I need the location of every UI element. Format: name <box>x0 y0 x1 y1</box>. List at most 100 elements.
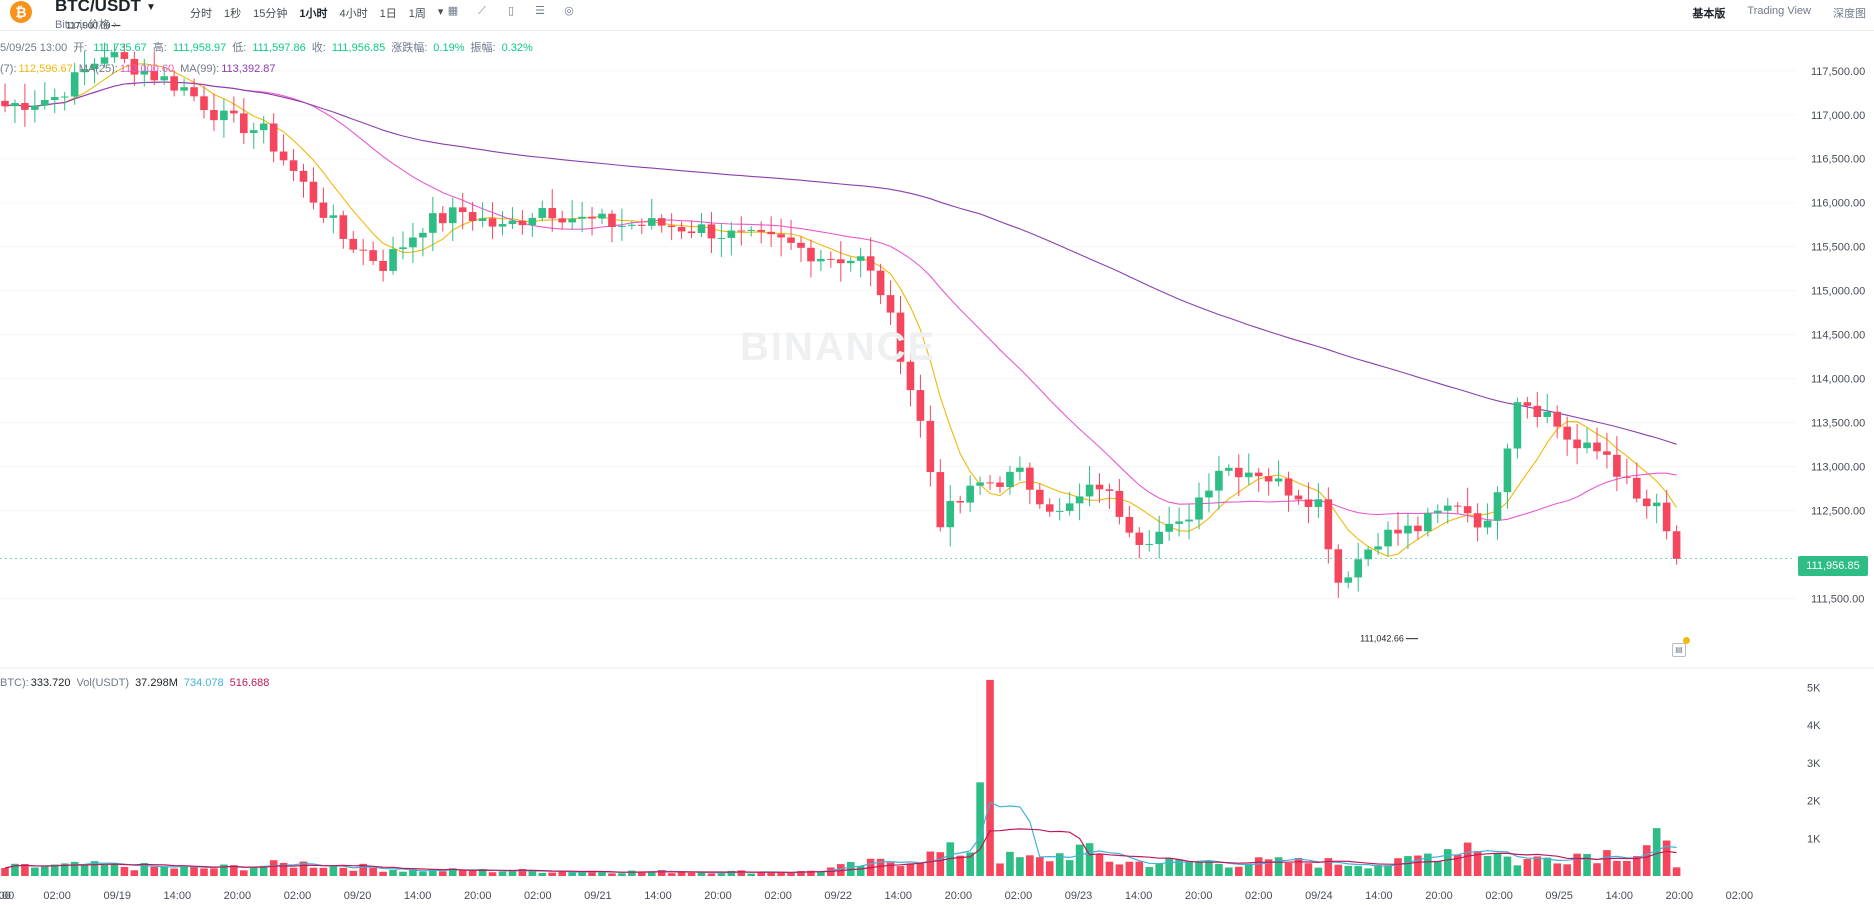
candle <box>946 501 955 528</box>
current-price-tag: 111,956.85 <box>1798 556 1868 576</box>
caret-down-icon[interactable]: ▾ <box>437 6 444 18</box>
high-price-label: 117,900.00 <box>66 21 110 31</box>
candle <box>548 208 557 219</box>
volume-bar <box>707 873 716 876</box>
candle <box>667 225 676 227</box>
time-tick-label: 02:00 <box>1485 890 1513 902</box>
volume-bar <box>1434 861 1442 876</box>
candle <box>1254 472 1263 477</box>
volume-bar <box>210 868 218 876</box>
candle <box>866 256 875 271</box>
ma-legend: (7): 112,596.67 MA(25): 113,000.60 MA(99): 11… <box>0 63 276 75</box>
candle <box>1006 471 1014 487</box>
volume-bar <box>110 863 119 876</box>
volume-bar <box>1364 868 1372 876</box>
volume-axis: 5K 4K 3K 2K 1K <box>1807 682 1821 845</box>
candle <box>1354 559 1362 578</box>
volume-bar <box>299 861 308 876</box>
view-depth[interactable]: 深度图 <box>1833 8 1866 20</box>
volume-bar <box>150 866 159 876</box>
volume-bar <box>1603 850 1611 876</box>
tab-interval[interactable]: 15分钟 <box>253 8 288 20</box>
volume-bar <box>1115 864 1124 876</box>
candle <box>70 72 79 97</box>
volume-bar <box>369 867 377 876</box>
candle <box>220 110 228 121</box>
time-tick-label: 02:00 <box>1005 890 1033 902</box>
volume-bar <box>1483 855 1492 876</box>
candle <box>1404 525 1412 534</box>
candle <box>906 361 915 391</box>
tab-interval[interactable]: 分时 <box>190 8 212 20</box>
volume-bar <box>1374 865 1382 876</box>
candle-type-icon[interactable]: ▯ <box>507 5 515 17</box>
candle <box>339 215 348 239</box>
candle <box>578 216 586 219</box>
volume-bar <box>100 864 109 876</box>
candle <box>1503 448 1512 493</box>
volume-bar <box>787 872 795 876</box>
volume-bar <box>1215 863 1223 876</box>
view-tradingview[interactable]: Trading View <box>1747 5 1811 17</box>
indicator-icon[interactable]: ⟋ <box>478 5 486 17</box>
time-tick-label: 09/24 <box>1305 890 1333 902</box>
candle <box>508 220 517 225</box>
coin-subtitle[interactable]: Bitcoin价格 › <box>55 19 117 31</box>
tab-interval[interactable]: 4小时 <box>339 8 368 20</box>
ma99-line <box>4 81 1677 445</box>
candle <box>926 420 935 473</box>
volume-bar <box>50 864 59 876</box>
candle <box>369 250 377 261</box>
tab-interval[interactable]: 1日 <box>379 8 397 20</box>
candle <box>1294 495 1303 500</box>
candle <box>80 69 89 73</box>
tab-interval[interactable]: 1秒 <box>224 8 242 20</box>
candle <box>916 390 925 421</box>
candle <box>1443 505 1452 511</box>
ma25-line <box>4 81 1677 521</box>
candle <box>190 87 198 97</box>
candle <box>458 207 467 213</box>
candle <box>1105 489 1114 491</box>
candle <box>1463 506 1472 514</box>
candle <box>767 231 775 235</box>
top-toolbar: ₿ BTC/USDT ▼ Bitcoin价格 › 分时 1秒 15分钟 1小时 … <box>0 0 1874 31</box>
time-tick-label: 09/23 <box>1065 890 1093 902</box>
candle <box>1225 467 1233 471</box>
time-tick-label: 09/22 <box>824 890 852 902</box>
candle <box>1364 549 1372 560</box>
candle <box>677 226 686 232</box>
candle <box>1244 472 1253 478</box>
notification-dot-icon <box>1683 637 1690 644</box>
volume-bar <box>1662 840 1671 876</box>
reset-icon[interactable]: ◎ <box>564 5 574 17</box>
candle <box>1642 498 1651 507</box>
pair-title[interactable]: BTC/USDT <box>55 0 141 15</box>
tab-interval[interactable]: 1周 <box>408 8 426 20</box>
volume-bar <box>1553 863 1561 876</box>
time-tick-label: 02:00 <box>284 890 312 902</box>
time-tick-label: 02:00 <box>524 890 552 902</box>
volume-bar <box>807 870 815 876</box>
candle <box>498 224 507 227</box>
pair-dropdown-icon[interactable]: ▼ <box>146 2 156 13</box>
candle <box>976 482 984 486</box>
candle <box>1115 490 1124 517</box>
candle <box>1314 499 1323 507</box>
candle <box>130 58 139 75</box>
volume-bar <box>130 870 139 876</box>
volume-bar <box>21 864 29 876</box>
volume-series <box>1 679 1681 876</box>
screenshot-icon[interactable]: ▤ <box>1672 643 1686 657</box>
time-tick-label: 02:00 <box>1245 890 1273 902</box>
calendar-icon[interactable]: ▦ <box>447 5 459 17</box>
chart-grid <box>0 70 1795 599</box>
volume-tick-label: 3K <box>1807 758 1821 770</box>
settings-icon[interactable]: ☰ <box>535 5 545 17</box>
tab-interval-active[interactable]: 1小时 <box>299 8 328 20</box>
price-tick-label: 114,500.00 <box>1811 330 1865 342</box>
volume-bar <box>31 867 39 876</box>
view-basic[interactable]: 基本版 <box>1692 8 1726 20</box>
volume-bar <box>309 867 318 876</box>
